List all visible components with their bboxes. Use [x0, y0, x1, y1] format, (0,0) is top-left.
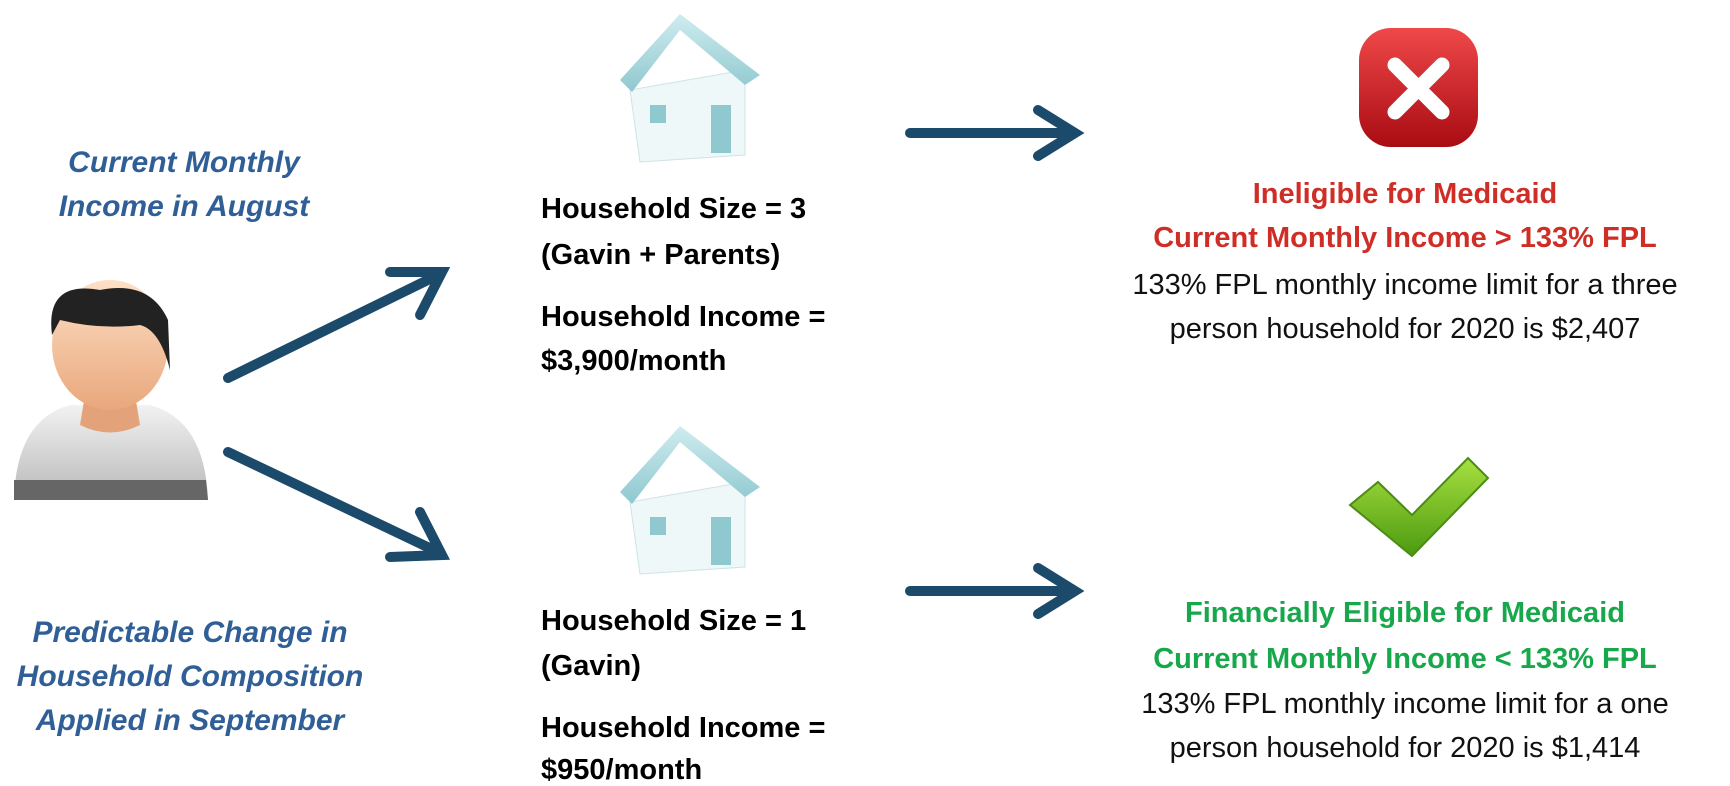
person-icon [14, 280, 208, 500]
household-size: (Gavin) [541, 650, 641, 682]
label-change: Predictable Change in [32, 616, 347, 649]
label-change: Applied in September [35, 704, 347, 737]
household-income: Household Income = [541, 712, 825, 744]
label-current: Current Monthly [68, 146, 301, 179]
arrow [905, 105, 1085, 619]
house-icon [620, 426, 760, 575]
result-detail: 133% FPL monthly income limit for a one [1141, 688, 1669, 720]
result-heading: Financially Eligible for Medicaid [1185, 597, 1625, 629]
result-heading: Current Monthly Income > 133% FPL [1153, 222, 1657, 254]
label-current: Income in August [59, 190, 312, 223]
household-size: Household Size = 1 [541, 605, 806, 637]
household-income: Household Income = [541, 301, 825, 333]
household-size: Household Size = 3 [541, 193, 806, 225]
result-detail: person household for 2020 is $1,414 [1170, 732, 1641, 764]
result-heading: Current Monthly Income < 133% FPL [1153, 643, 1657, 675]
result-detail: 133% FPL monthly income limit for a thre… [1132, 269, 1677, 301]
household-size: (Gavin + Parents) [541, 239, 780, 271]
eligible-icon [1348, 456, 1490, 558]
result-heading: Ineligible for Medicaid [1253, 178, 1558, 210]
household-income: $950/month [541, 754, 702, 786]
house-icon [620, 14, 760, 163]
ineligible-icon [1359, 28, 1478, 147]
result-detail: person household for 2020 is $2,407 [1170, 313, 1641, 345]
arrow [223, 267, 451, 562]
household-income: $3,900/month [541, 345, 726, 377]
label-change: Household Composition [17, 660, 364, 693]
